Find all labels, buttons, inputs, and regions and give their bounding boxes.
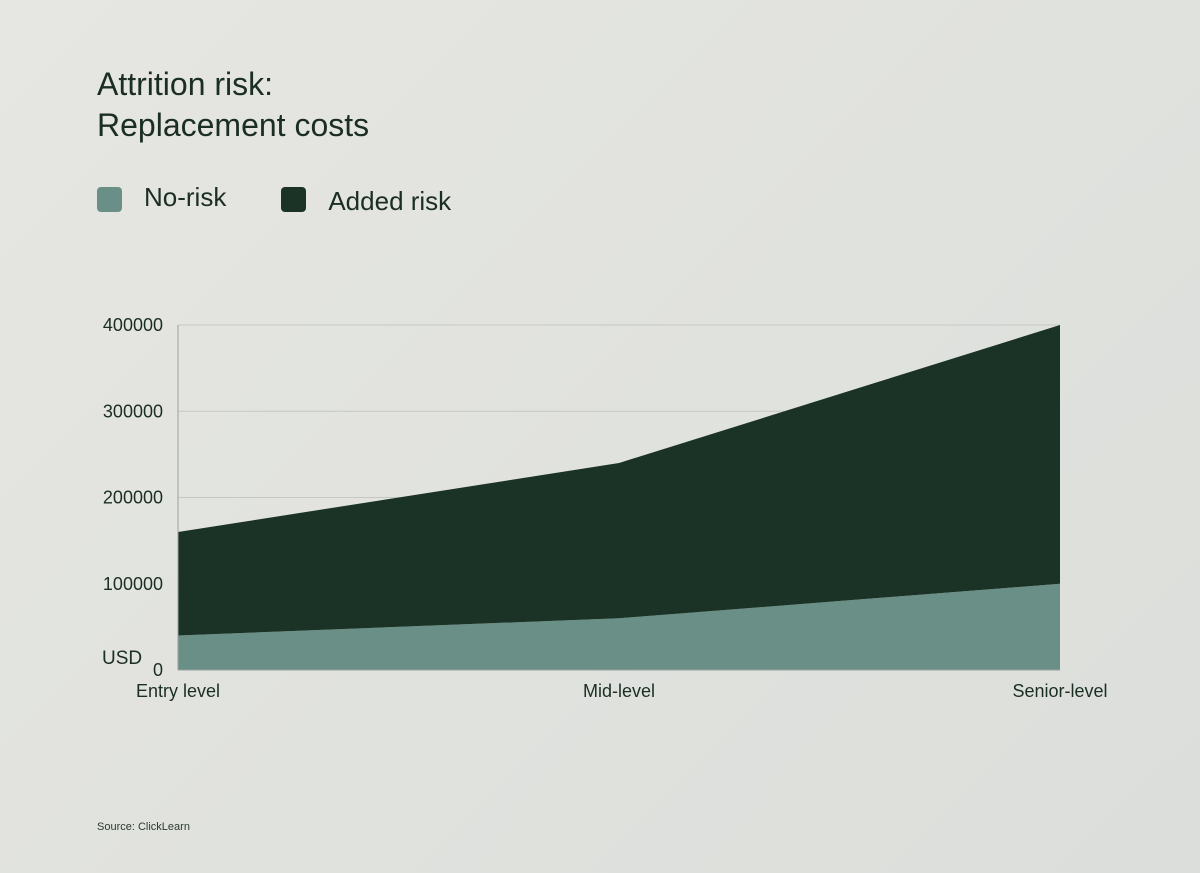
- chart-areas: [178, 325, 1060, 670]
- chart-legend: No-risk Added risk: [97, 182, 451, 217]
- y-unit-label: USD: [102, 648, 142, 669]
- x-tick-label: Entry level: [136, 681, 220, 701]
- legend-swatch-added-risk: [281, 187, 307, 212]
- chart-title-line-1: Attrition risk:: [97, 66, 274, 102]
- legend-item-no-risk: No-risk: [97, 182, 226, 213]
- legend-label-added-risk: Added risk: [328, 186, 452, 216]
- y-tick-label: 100000: [103, 574, 163, 594]
- source-note: Source: ClickLearn: [97, 821, 190, 833]
- y-tick-label: 400000: [103, 315, 163, 335]
- y-tick-label: 200000: [103, 488, 163, 508]
- area-series-no-risk: [178, 583, 1060, 670]
- x-tick-label: Senior-level: [1012, 681, 1107, 701]
- chart-title: Attrition risk: Replacement costs: [97, 64, 369, 146]
- chart-title-line-2: Replacement costs: [97, 107, 370, 143]
- chart-axes: [177, 325, 1060, 671]
- legend-item-added-risk: Added risk: [281, 182, 451, 217]
- legend-swatch-no-risk: [97, 187, 122, 212]
- legend-label-no-risk: No-risk: [144, 182, 227, 212]
- y-tick-label: 300000: [103, 401, 163, 421]
- chart-labels: 0 100000 200000 300000 400000 USD Entry level M…: [102, 315, 1108, 701]
- y-tick-label: 0: [153, 660, 163, 680]
- area-series-added-risk: [178, 325, 1060, 636]
- x-tick-label: Mid-level: [583, 681, 655, 701]
